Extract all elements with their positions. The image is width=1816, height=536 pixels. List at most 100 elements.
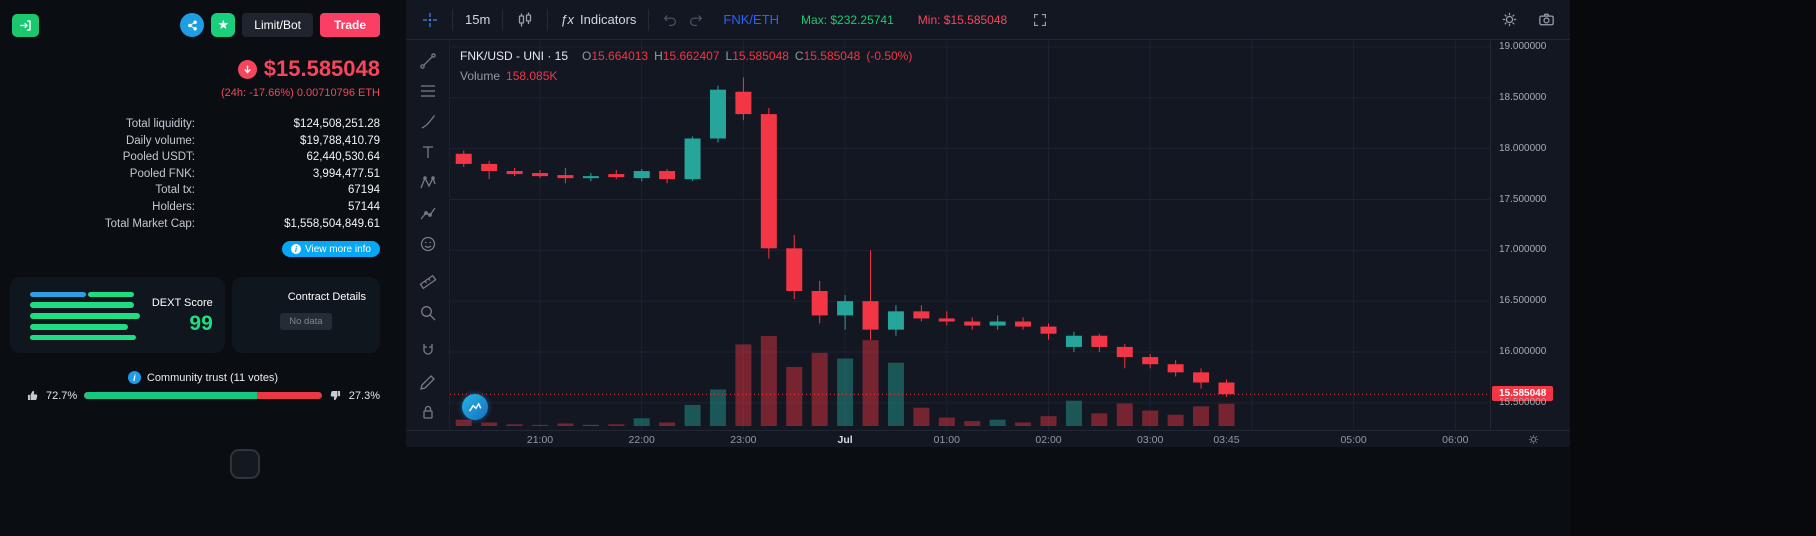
chart-panel: 15m ƒx Indicators FNK/ETH Max: $232.2574… bbox=[406, 0, 1570, 447]
pair-selector[interactable]: FNK/ETH bbox=[723, 12, 780, 27]
share-icon bbox=[186, 19, 199, 32]
view-more-info-button[interactable]: i View more info bbox=[282, 241, 380, 257]
undo-icon[interactable] bbox=[661, 11, 679, 29]
stat-row: Pooled USDT: 62,440,530.64 bbox=[122, 151, 380, 164]
price-axis-label: 17.500000 bbox=[1499, 193, 1547, 205]
forecast-icon[interactable] bbox=[414, 200, 442, 225]
time-axis-label: 06:00 bbox=[1442, 434, 1469, 446]
community-trust-label: Community trust (11 votes) bbox=[146, 371, 279, 384]
star-icon: ★ bbox=[217, 17, 230, 32]
symbol-label: FNK/USD - UNI · 15 bbox=[460, 49, 569, 63]
brush-icon[interactable] bbox=[414, 109, 442, 134]
share-button[interactable] bbox=[180, 13, 205, 37]
time-axis-label: 02:00 bbox=[1035, 434, 1062, 446]
thumb-down-icon bbox=[329, 389, 342, 402]
chart-toolbar: 15m ƒx Indicators FNK/ETH Max: $232.2574… bbox=[406, 0, 1570, 40]
trade-button[interactable]: Trade bbox=[319, 13, 380, 37]
camera-icon[interactable] bbox=[1537, 10, 1556, 29]
magnet-icon[interactable] bbox=[414, 339, 442, 364]
divider bbox=[502, 8, 504, 31]
max-price-label: Max: $232.25741 bbox=[801, 12, 894, 27]
floating-widget[interactable] bbox=[230, 449, 260, 479]
chart-body: FNK/USD - UNI · 15 O15.664013 H15.662407 L1… bbox=[406, 40, 1570, 430]
price-axis-label: 18.500000 bbox=[1499, 91, 1547, 103]
crosshair-icon[interactable] bbox=[420, 10, 440, 30]
time-axis-label: 21:00 bbox=[526, 434, 554, 446]
thumb-down-button[interactable] bbox=[329, 389, 342, 402]
favorite-button[interactable]: ★ bbox=[211, 13, 236, 37]
settings-gear-icon[interactable] bbox=[1500, 10, 1519, 29]
fib-retracement-icon[interactable] bbox=[414, 78, 442, 103]
divider bbox=[648, 8, 650, 31]
interval-button[interactable]: 15m bbox=[465, 12, 491, 27]
dext-score-bars bbox=[30, 289, 142, 343]
price-axis[interactable]: 15.585048 19.000000 18.500000 18.000000 17.… bbox=[1490, 40, 1570, 430]
ruler-icon[interactable] bbox=[414, 269, 442, 294]
time-axis-label: 22:00 bbox=[628, 434, 655, 446]
stat-row: Total tx: 67194 bbox=[155, 184, 380, 197]
time-axis-label: 03:00 bbox=[1137, 434, 1164, 446]
price-axis-label: 16.000000 bbox=[1499, 346, 1547, 357]
stat-row: Pooled FNK: 3,994,477.51 bbox=[129, 167, 380, 180]
page-background-right bbox=[1570, 0, 1816, 536]
thumb-up-icon bbox=[26, 389, 39, 402]
price-down-icon bbox=[237, 59, 257, 79]
fullscreen-icon[interactable] bbox=[1031, 11, 1049, 29]
candlestick-chart bbox=[450, 40, 1490, 430]
downvote-percent: 27.3% bbox=[348, 389, 380, 402]
text-tool-icon[interactable] bbox=[414, 139, 442, 164]
dext-score-value: 99 bbox=[189, 311, 213, 335]
stat-row: Holders: 57144 bbox=[152, 200, 380, 213]
time-axis-label: 03:45 bbox=[1213, 434, 1240, 446]
divider bbox=[547, 8, 549, 31]
price-axis-label: 15.500000 bbox=[1499, 396, 1547, 408]
upvote-percent: 72.7% bbox=[46, 389, 78, 402]
divider bbox=[452, 8, 453, 31]
time-axis-label: Jul bbox=[837, 434, 853, 446]
summary-cards: DEXT Score 99 Contract Details No data bbox=[10, 277, 380, 353]
magnifier-icon[interactable] bbox=[414, 300, 442, 325]
time-axis-label: 23:00 bbox=[730, 434, 757, 446]
dext-score-label: DEXT Score bbox=[151, 296, 213, 309]
pencil-icon[interactable] bbox=[414, 369, 442, 394]
time-axis[interactable]: 21:00 22:00 23:00 Jul 01:00 02:00 03:00 03:45 05… bbox=[406, 430, 1570, 447]
chart-plot-area[interactable]: FNK/USD - UNI · 15 O15.664013 H15.662407 L1… bbox=[450, 40, 1490, 430]
volume-legend: Volume 158.085K bbox=[460, 69, 558, 83]
emoji-icon[interactable] bbox=[414, 231, 442, 256]
redo-icon[interactable] bbox=[687, 11, 705, 29]
current-price-tag: 15.585048 bbox=[1492, 386, 1554, 402]
trust-bar bbox=[84, 392, 322, 399]
pair-explorer-button[interactable] bbox=[12, 13, 39, 37]
candles-interval-icon[interactable] bbox=[515, 10, 535, 30]
action-buttons: ★ Limit/Bot Trade bbox=[180, 13, 380, 37]
thumb-up-button[interactable] bbox=[26, 389, 39, 402]
contract-details-card: Contract Details No data bbox=[231, 277, 380, 353]
stat-row: Total Market Cap: $1,558,504,849.61 bbox=[104, 217, 380, 230]
time-axis-label: 01:00 bbox=[933, 434, 960, 446]
xabcd-pattern-icon[interactable] bbox=[414, 170, 442, 195]
drawing-tools-toolbar bbox=[406, 40, 450, 430]
lock-icon[interactable] bbox=[414, 400, 442, 425]
time-axis-label: 05:00 bbox=[1340, 434, 1367, 446]
min-price-label: Min: $15.585048 bbox=[917, 12, 1008, 27]
indicators-button[interactable]: ƒx Indicators bbox=[560, 12, 637, 27]
axis-settings-gear-icon[interactable] bbox=[1527, 433, 1540, 446]
dext-score-card: DEXT Score 99 bbox=[10, 277, 225, 353]
limit-bot-button[interactable]: Limit/Bot bbox=[242, 13, 313, 37]
price-axis-label: 17.000000 bbox=[1499, 244, 1547, 256]
price-axis-label: 16.500000 bbox=[1499, 295, 1547, 307]
fx-icon: ƒx bbox=[560, 12, 575, 27]
trust-bar-up bbox=[84, 392, 257, 399]
price-change-24h: (24h: -17.66%) 0.00710796 ETH bbox=[221, 87, 380, 99]
community-trust-row: i Community trust (11 votes) bbox=[0, 371, 406, 384]
no-data-badge: No data bbox=[280, 313, 332, 330]
exit-icon bbox=[18, 18, 33, 33]
vote-row: 72.7% 27.3% bbox=[26, 389, 380, 402]
ohlc-legend: FNK/USD - UNI · 15 O15.664013 H15.662407 L1… bbox=[460, 49, 913, 63]
info-icon: i bbox=[127, 371, 141, 384]
price-axis-label: 18.000000 bbox=[1499, 142, 1547, 154]
trend-line-icon[interactable] bbox=[414, 48, 442, 73]
top-actions-row: ★ Limit/Bot Trade bbox=[12, 13, 380, 37]
stats-table: Total liquidity: $124,508,251.28 Daily vol… bbox=[0, 116, 380, 232]
token-price: $15.585048 bbox=[263, 56, 380, 81]
